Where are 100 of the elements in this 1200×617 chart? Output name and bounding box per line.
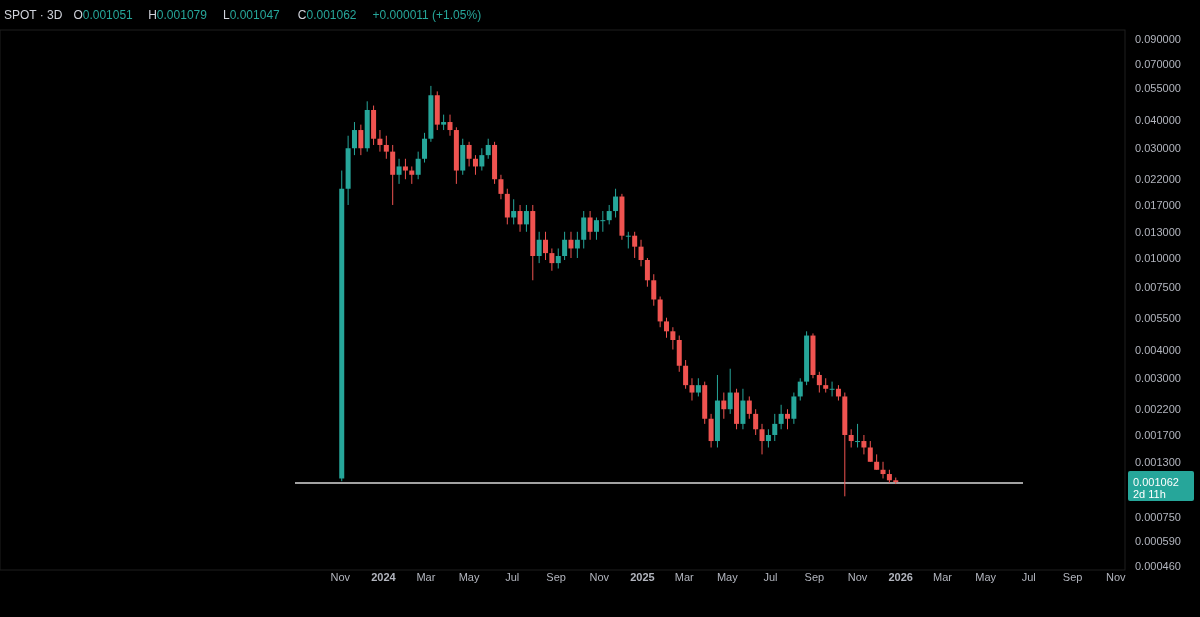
candlestick <box>632 231 638 259</box>
chart-title: SPOT · 3D <box>4 8 63 22</box>
y-tick-label: 0.017000 <box>1135 198 1181 211</box>
candlestick <box>746 395 752 420</box>
y-tick-label: 0.000750 <box>1135 510 1181 523</box>
y-tick-label: 0.001300 <box>1135 455 1181 468</box>
x-tick-label: Jul <box>505 571 520 583</box>
candlestick <box>536 231 542 264</box>
candlestick <box>727 368 733 415</box>
x-tick-label: Mar <box>416 571 436 583</box>
x-tick-label: Sep <box>804 571 825 583</box>
candlestick <box>390 144 396 206</box>
candlestick <box>778 404 784 430</box>
candlestick <box>422 132 428 164</box>
x-tick-label: May <box>975 571 997 583</box>
candlestick <box>861 434 867 455</box>
y-tick-label: 0.040000 <box>1135 113 1181 126</box>
text: H0.001079 <box>148 8 208 22</box>
candlestick <box>759 423 765 455</box>
x-tick-label: 2024 <box>371 571 397 583</box>
text: L0.001047 <box>223 8 281 22</box>
x-tick-label: May <box>458 571 480 583</box>
candlestick <box>689 377 695 402</box>
candlestick <box>504 188 510 225</box>
candlestick <box>867 440 873 463</box>
candlestick <box>562 231 568 261</box>
candlestick <box>880 461 886 479</box>
text: 2d 11h <box>1133 487 1166 500</box>
x-tick-label: Jul <box>763 571 778 583</box>
candlestick <box>816 371 822 394</box>
candlestick <box>485 138 491 160</box>
y-tick-label: 0.000590 <box>1135 534 1181 547</box>
candlestick <box>498 174 504 200</box>
candlestick <box>613 188 619 218</box>
x-tick-label: Jul <box>1021 571 1036 583</box>
candlestick <box>785 408 790 430</box>
candlestick <box>555 247 561 270</box>
y-tick-label: 0.055000 <box>1135 81 1181 94</box>
candlestick <box>753 408 759 436</box>
candlestick <box>772 413 778 442</box>
candlestick <box>683 359 689 390</box>
y-tick-label: 0.030000 <box>1135 142 1181 155</box>
x-tick-label: Sep <box>1062 571 1083 583</box>
candlestick <box>651 273 657 307</box>
candlestick <box>472 154 478 176</box>
candlestick <box>517 204 523 233</box>
x-tick-label: Sep <box>546 571 566 583</box>
candlestick <box>351 121 357 156</box>
candlestick <box>708 413 714 448</box>
candlestick <box>402 158 408 180</box>
text: 0.001062 <box>1133 475 1179 488</box>
candlestick <box>511 198 517 225</box>
candlestick <box>721 392 727 420</box>
y-tick-label: 0.013000 <box>1135 225 1181 238</box>
text: C0.001062 <box>297 8 357 22</box>
candlestick <box>695 377 701 397</box>
y-tick-label: 0.022000 <box>1135 173 1181 186</box>
candlestick <box>523 204 529 233</box>
x-tick-label: 2026 <box>888 571 913 583</box>
y-tick-label: 0.007500 <box>1135 280 1181 293</box>
y-tick-label: 0.010000 <box>1135 251 1181 264</box>
candlestick <box>791 392 797 425</box>
candlestick <box>383 135 389 160</box>
candlestick <box>581 210 587 249</box>
x-tick-label: Mar <box>932 571 953 583</box>
candlestick <box>765 428 771 448</box>
candlestick <box>568 231 574 259</box>
x-tick-label: Mar <box>674 571 694 583</box>
candlestick <box>377 129 383 153</box>
candlestick <box>664 317 670 339</box>
candlestick <box>587 210 593 241</box>
candlestick <box>670 326 676 351</box>
candlestick <box>829 381 835 397</box>
y-tick-label: 0.090000 <box>1135 32 1181 45</box>
candlestick <box>466 141 472 167</box>
candlestick <box>447 114 453 137</box>
candlestick <box>358 124 364 156</box>
candlestick <box>638 239 644 267</box>
candlestick <box>855 423 861 448</box>
text: O0.001051 <box>73 8 134 22</box>
x-tick-label: Nov <box>1106 571 1127 583</box>
text: +0.000011 (+1.05%) <box>372 8 482 22</box>
candlestick <box>740 388 746 430</box>
candlestick <box>657 296 663 328</box>
candlestick <box>848 428 854 448</box>
candlestick <box>574 231 580 259</box>
x-tick-label: Nov <box>847 571 868 583</box>
y-tick-label: 0.001700 <box>1135 428 1181 441</box>
y-tick-label: 0.002200 <box>1135 403 1181 416</box>
y-tick-label: 0.070000 <box>1135 57 1181 70</box>
candlestick <box>415 151 421 180</box>
y-tick-label: 0.005500 <box>1135 311 1181 324</box>
y-tick-label: 0.003000 <box>1135 372 1181 385</box>
x-tick-label: Nov <box>330 571 351 583</box>
candlestick <box>479 147 485 172</box>
candlestick <box>606 204 612 225</box>
candlestick <box>396 158 402 185</box>
candlestick <box>797 377 803 402</box>
x-tick-label: Nov <box>589 571 610 583</box>
candlestick <box>543 231 549 261</box>
